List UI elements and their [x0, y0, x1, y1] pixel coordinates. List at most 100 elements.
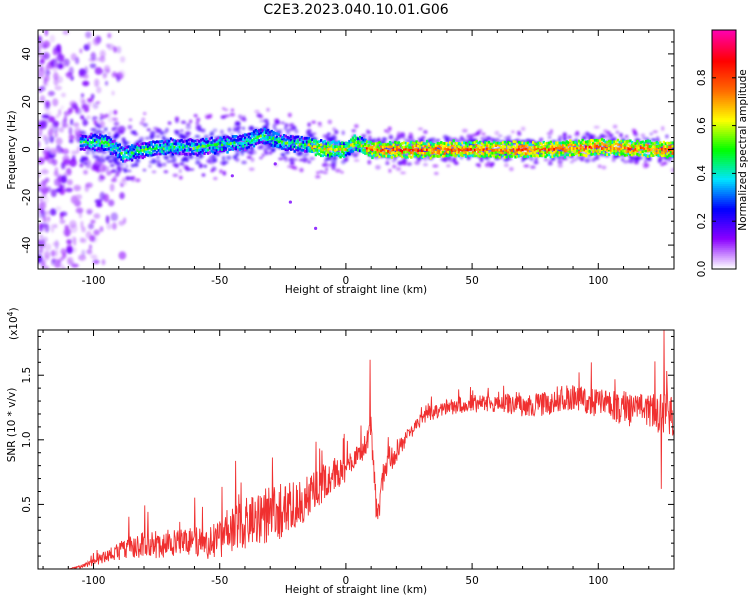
spectral-cell — [623, 153, 627, 157]
colorbar-cell — [712, 85, 736, 89]
spectral-cell — [547, 135, 552, 139]
spectral-cell — [68, 139, 74, 144]
colorbar-cell — [712, 265, 736, 268]
spectral-cell — [388, 151, 392, 155]
spectral-cell — [367, 146, 371, 150]
spectral-cell — [337, 146, 341, 149]
spectral-cell — [387, 145, 390, 149]
spectral-cell — [584, 145, 588, 149]
spectral-cell — [326, 132, 331, 136]
spectral-cell — [496, 148, 500, 152]
spectral-cell — [355, 141, 358, 144]
colorbar-cell — [712, 63, 736, 67]
spectral-cell — [155, 159, 161, 163]
spectral-cell — [340, 170, 344, 174]
spectral-cell — [107, 136, 111, 140]
spectral-cell — [660, 151, 664, 155]
spectral-cell — [482, 152, 485, 156]
spectral-cell — [581, 148, 584, 152]
spectral-cell — [155, 152, 159, 156]
spectral-cell — [344, 153, 348, 157]
spectral-cell — [115, 153, 118, 157]
spectral-cell — [169, 145, 173, 149]
spectral-cell — [480, 145, 484, 149]
spectral-cell — [392, 164, 397, 169]
spectral-cell — [427, 144, 431, 148]
spectral-cell — [194, 143, 197, 146]
spectral-cell — [429, 156, 432, 160]
spectral-cell — [463, 141, 466, 145]
spectral-cell — [222, 148, 226, 152]
spectral-cell — [302, 142, 305, 146]
spectral-cell — [517, 147, 521, 151]
spectral-cell — [392, 151, 395, 155]
spectral-cell — [369, 153, 372, 157]
spectral-cell — [254, 128, 258, 132]
spectral-cell — [620, 139, 623, 143]
colorbar-cell — [712, 191, 736, 194]
spectral-cell — [130, 144, 134, 147]
spectral-cell — [266, 138, 270, 141]
spectral-cell — [293, 143, 296, 146]
spectral-cell — [374, 151, 378, 154]
spectral-cell — [360, 136, 364, 140]
spectral-cell — [341, 147, 344, 151]
spectral-cell — [63, 115, 68, 124]
spectral-cell — [49, 135, 55, 144]
spectral-cell — [623, 146, 627, 150]
spectral-cell — [113, 144, 116, 148]
spectral-cell — [107, 143, 111, 147]
spectral-cell — [54, 248, 59, 258]
spectral-cell — [521, 148, 524, 152]
spectral-cell — [205, 148, 208, 152]
spectral-cell — [111, 71, 118, 78]
spectral-cell — [339, 155, 342, 159]
spectral-cell — [560, 151, 563, 155]
spectral-cell — [438, 152, 441, 155]
spectral-cell — [335, 148, 339, 151]
spectral-cell — [632, 152, 636, 156]
spectral-cell — [139, 142, 143, 146]
spectral-cell — [288, 144, 291, 148]
spectral-cell — [238, 143, 242, 147]
spectral-cell — [292, 125, 297, 131]
spectral-cell — [208, 142, 212, 146]
spectral-cell — [546, 141, 549, 145]
spectral-cell — [159, 146, 162, 150]
spectral-cell — [229, 139, 233, 142]
spectral-cell — [219, 146, 222, 150]
spectral-cell — [563, 137, 568, 141]
spectral-cell — [240, 137, 243, 141]
spectral-cell — [666, 141, 669, 145]
spectral-cell — [103, 127, 108, 132]
spectral-cell — [152, 149, 155, 153]
spectral-cell — [602, 151, 606, 155]
spectral-cell — [99, 146, 102, 150]
spectral-cell — [91, 118, 96, 122]
spectral-cell — [261, 141, 265, 145]
spectral-cell — [236, 148, 240, 152]
spectral-cell — [162, 152, 166, 156]
spectral-cell — [339, 142, 342, 146]
spectral-cell — [450, 151, 454, 155]
spectral-cell — [424, 151, 427, 155]
spectral-cell — [52, 98, 59, 107]
spectral-cell — [41, 44, 48, 49]
spectral-cell — [263, 137, 266, 140]
spectral-cell — [611, 157, 616, 162]
spectral-cell — [549, 144, 553, 148]
spectral-cell — [342, 147, 346, 151]
spectral-cell — [41, 210, 45, 219]
spectral-cell — [604, 140, 607, 144]
spectral-cell — [45, 69, 51, 77]
colorbar-label: Normalized spectral amplitude — [737, 69, 749, 230]
spectral-cell — [401, 151, 404, 155]
spectral-cell — [111, 152, 114, 156]
spectral-cell — [473, 154, 477, 158]
spectral-cell — [523, 147, 526, 151]
spectral-cell — [533, 145, 537, 149]
spectral-cell — [132, 152, 136, 155]
spectral-cell — [229, 137, 233, 141]
spectral-cell — [396, 134, 402, 140]
